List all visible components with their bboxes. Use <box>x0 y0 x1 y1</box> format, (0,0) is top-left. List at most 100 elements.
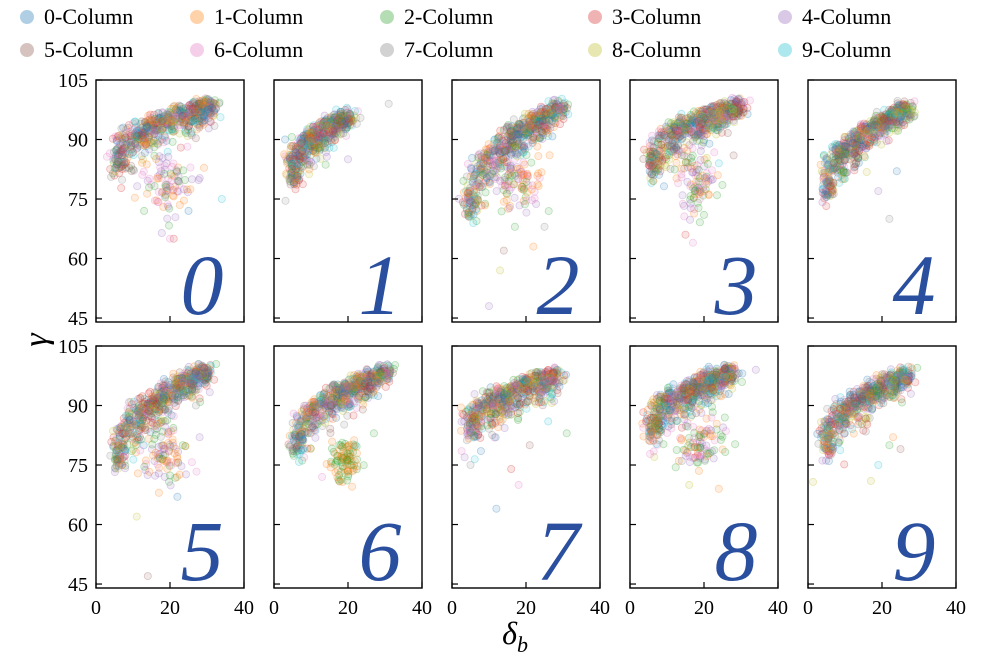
scatter-point <box>551 112 560 121</box>
scatter-point <box>295 152 304 161</box>
scatter-point <box>493 142 502 151</box>
scatter-point <box>195 98 204 107</box>
scatter-point <box>479 169 488 178</box>
scatter-point <box>499 147 508 156</box>
scatter-point <box>139 128 148 137</box>
scatter-point <box>717 107 726 116</box>
scatter-point <box>540 115 549 124</box>
x-tick-label: 20 <box>160 597 180 619</box>
scatter-point <box>137 124 146 133</box>
scatter-point <box>478 170 487 179</box>
scatter-point <box>342 116 351 125</box>
scatter-point <box>471 170 480 179</box>
scatter-point <box>293 144 302 153</box>
scatter-point <box>710 148 719 157</box>
scatter-point <box>554 106 563 115</box>
scatter-point <box>137 158 146 167</box>
scatter-point <box>146 137 155 146</box>
scatter-point <box>152 421 161 430</box>
scatter-point <box>685 115 694 124</box>
scatter-point <box>693 122 702 131</box>
scatter-point <box>160 117 169 126</box>
scatter-point <box>113 134 122 143</box>
scatter-point <box>113 151 122 160</box>
scatter-point <box>134 141 143 150</box>
scatter-point <box>314 144 323 153</box>
scatter-point <box>655 133 664 142</box>
scatter-point <box>199 116 208 125</box>
scatter-point <box>555 103 564 112</box>
scatter-point <box>119 131 128 140</box>
scatter-point <box>711 108 720 117</box>
scatter-point <box>339 121 348 130</box>
scatter-point <box>478 161 487 170</box>
scatter-point <box>331 123 340 132</box>
scatter-point <box>176 105 185 114</box>
scatter-point <box>326 128 335 137</box>
scatter-point <box>670 123 679 132</box>
scatter-point <box>466 172 475 181</box>
scatter-point <box>470 202 479 211</box>
scatter-point <box>318 121 327 130</box>
scatter-point <box>476 167 485 176</box>
scatter-point <box>205 117 214 126</box>
scatter-point <box>841 150 850 159</box>
scatter-point <box>167 115 176 124</box>
scatter-point <box>162 117 171 126</box>
scatter-point <box>681 126 690 135</box>
scatter-point <box>337 111 346 120</box>
scatter-point <box>501 139 510 148</box>
scatter-point <box>199 102 208 111</box>
scatter-point <box>117 151 126 160</box>
scatter-point <box>532 117 541 126</box>
scatter-point <box>503 123 512 132</box>
scatter-point <box>520 184 529 193</box>
scatter-point <box>152 118 161 127</box>
scatter-point <box>350 107 359 116</box>
scatter-point <box>300 132 309 141</box>
scatter-point <box>159 115 168 124</box>
scatter-point <box>109 426 118 435</box>
scatter-point <box>332 121 341 130</box>
scatter-point <box>170 101 179 110</box>
scatter-point <box>177 115 186 124</box>
scatter-point <box>549 111 558 120</box>
scatter-point <box>464 212 473 221</box>
scatter-point <box>206 109 215 118</box>
scatter-point <box>195 123 204 132</box>
scatter-point <box>311 134 320 143</box>
scatter-point <box>519 133 528 142</box>
scatter-point <box>151 126 160 135</box>
scatter-point <box>521 124 530 133</box>
scatter-point <box>522 174 531 183</box>
scatter-point <box>897 112 906 121</box>
scatter-point <box>320 119 329 128</box>
scatter-point <box>526 121 535 130</box>
scatter-point <box>299 142 308 151</box>
scatter-point <box>174 177 183 186</box>
scatter-point <box>321 124 330 133</box>
scatter-point <box>541 108 550 117</box>
scatter-point <box>531 134 540 143</box>
scatter-point <box>491 144 500 153</box>
scatter-point <box>530 112 539 121</box>
scatter-point <box>207 102 216 111</box>
scatter-point <box>465 198 474 207</box>
scatter-point <box>143 116 152 125</box>
scatter-point <box>520 109 529 118</box>
scatter-point <box>682 138 691 147</box>
scatter-point <box>513 123 522 132</box>
scatter-point <box>316 120 325 129</box>
scatter-point <box>496 126 505 135</box>
scatter-point <box>161 182 170 191</box>
scatter-point <box>534 110 543 119</box>
scatter-point <box>344 108 353 117</box>
scatter-point <box>720 108 729 117</box>
scatter-point <box>470 198 479 207</box>
scatter-point <box>289 155 298 164</box>
scatter-point <box>459 188 468 197</box>
panel-1: 1 <box>273 79 423 333</box>
scatter-point <box>145 113 154 122</box>
scatter-point <box>135 134 144 143</box>
